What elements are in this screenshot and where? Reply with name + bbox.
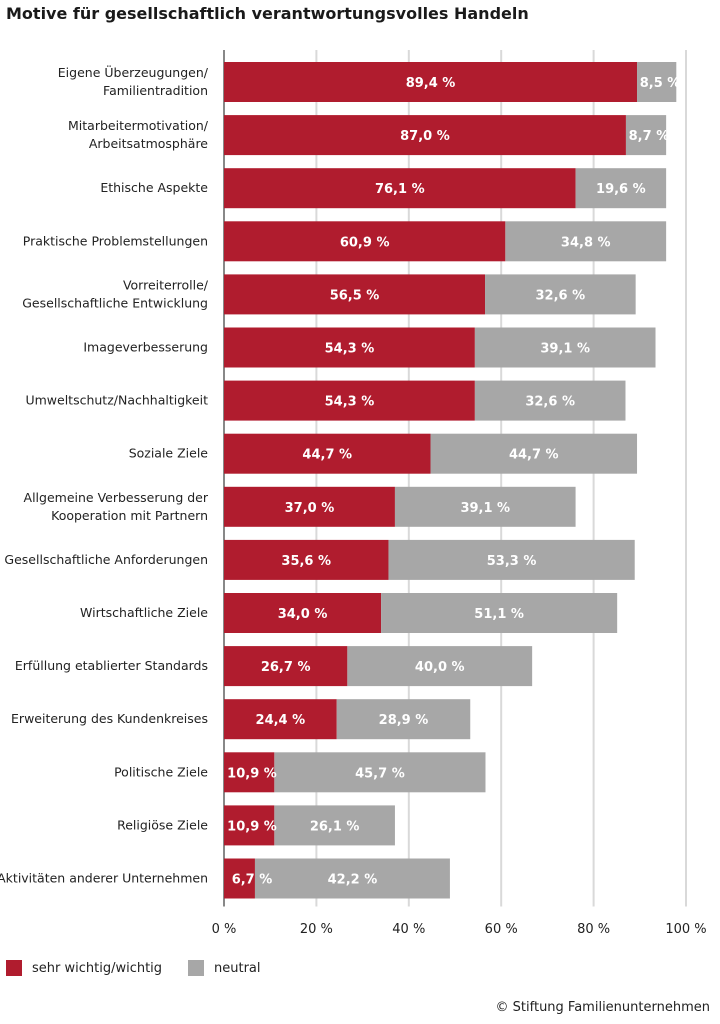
bar-label-important: 10,9 % (227, 766, 277, 781)
bar-label-neutral: 40,0 % (415, 660, 465, 675)
bar-neutral (381, 593, 618, 633)
x-tick-label: 20 % (300, 922, 333, 937)
category-label: Kooperation mit Partnern (51, 508, 208, 523)
x-tick-label: 40 % (392, 922, 425, 937)
x-tick-label: 100 % (665, 922, 706, 937)
category-label: Gesellschaftliche Anforderungen (4, 552, 208, 567)
bar-label-neutral: 34,8 % (561, 235, 611, 250)
bar-label-neutral: 19,6 % (596, 182, 646, 197)
bar-label-important: 89,4 % (406, 76, 456, 91)
bar-neutral (274, 752, 486, 793)
bar-neutral (254, 858, 450, 899)
bar-neutral (274, 805, 395, 846)
bar-label-neutral: 53,3 % (487, 554, 537, 569)
bar-label-neutral: 39,1 % (460, 501, 510, 516)
bar-important (224, 221, 506, 262)
category-label: Gesellschaftliche Entwicklung (22, 295, 208, 310)
bar-important (224, 62, 638, 102)
bar-label-important: 54,3 % (325, 342, 375, 357)
bar-important (224, 858, 255, 899)
category-label: Vorreiterrolle/ (123, 277, 209, 292)
x-tick-label: 80 % (577, 922, 610, 937)
bar-label-important: 34,0 % (278, 607, 328, 622)
bar-label-neutral: 26,1 % (310, 819, 360, 834)
bar-label-important: 24,4 % (256, 713, 306, 728)
bar-neutral (388, 539, 635, 580)
bar-neutral (430, 433, 638, 474)
bar-important (224, 539, 389, 580)
bar-label-neutral: 44,7 % (509, 448, 559, 463)
bar-important (224, 327, 475, 368)
category-label: Religiöse Ziele (117, 817, 208, 832)
bar-neutral (575, 168, 667, 209)
category-label: Politische Ziele (114, 764, 208, 779)
bar-neutral (474, 380, 626, 421)
bar-label-neutral: 42,2 % (328, 873, 378, 888)
category-label: Arbeitsatmosphäre (89, 136, 208, 151)
bar-important (224, 274, 486, 315)
bar-label-neutral: 8,7 % (629, 129, 670, 144)
category-label: Erweiterung des Kundenkreises (11, 711, 208, 726)
bar-label-important: 87,0 % (400, 129, 450, 144)
category-label: Aktivitäten anderer Unternehmen (0, 871, 208, 886)
bar-label-neutral: 32,6 % (536, 288, 586, 303)
category-label: Imageverbesserung (83, 340, 208, 355)
category-label: Familientradition (103, 83, 208, 98)
category-label: Umweltschutz/Nachhaltigkeit (25, 393, 208, 408)
bar-neutral (485, 274, 636, 315)
category-label: Soziale Ziele (129, 446, 209, 461)
bar-neutral (474, 327, 656, 368)
bar-label-important: 56,5 % (330, 288, 380, 303)
bar-label-important: 26,7 % (261, 660, 311, 675)
category-label: Mitarbeitermotivation/ (68, 118, 209, 133)
bar-label-neutral: 32,6 % (525, 395, 575, 410)
legend-swatch-neutral (188, 960, 204, 976)
bar-label-important: 6,7 % (232, 873, 273, 888)
bar-important (224, 380, 475, 421)
bar-label-important: 60,9 % (340, 235, 390, 250)
legend-swatch-important (6, 960, 22, 976)
bar-neutral (505, 221, 667, 262)
chart-title: Motive für gesellschaftlich verantwortun… (6, 4, 529, 23)
legend-label-neutral: neutral (214, 960, 261, 976)
bar-neutral (336, 699, 471, 740)
bar-important (224, 752, 275, 793)
x-tick-label: 60 % (485, 922, 518, 937)
bar-important (224, 433, 431, 474)
bar-important (224, 805, 275, 846)
bar-label-important: 35,6 % (281, 554, 331, 569)
bar-label-important: 76,1 % (375, 182, 425, 197)
bar-neutral (347, 646, 533, 687)
bar-label-neutral: 8,5 % (640, 76, 681, 91)
bar-chart: 0 % 20 % 40 % 60 % 80 % 100 % Eigene Überzeugu… (0, 50, 707, 937)
bar-important (224, 486, 395, 527)
bar-label-neutral: 51,1 % (474, 607, 524, 622)
category-label: Erfüllung etablierter Standards (15, 658, 208, 673)
legend-item-important: sehr wichtig/wichtig (6, 960, 162, 976)
bar-label-neutral: 39,1 % (540, 342, 590, 357)
category-label: Praktische Problemstellungen (23, 233, 208, 248)
bar-neutral (394, 486, 576, 527)
bar-label-important: 54,3 % (325, 395, 375, 410)
category-label: Allgemeine Verbesserung der (24, 490, 209, 505)
bar-label-neutral: 45,7 % (355, 766, 405, 781)
bar-label-neutral: 28,9 % (379, 713, 429, 728)
legend-item-neutral: neutral (188, 960, 261, 976)
bar-important (224, 699, 337, 740)
category-label: Ethische Aspekte (100, 180, 208, 195)
legend-label-important: sehr wichtig/wichtig (32, 960, 163, 976)
bar-label-important: 44,7 % (302, 448, 352, 463)
x-tick-label: 0 % (212, 922, 237, 937)
source-credit: © Stiftung Familienunternehmen (495, 1000, 710, 1015)
category-label: Wirtschaftliche Ziele (80, 605, 208, 620)
bar-label-important: 37,0 % (285, 501, 335, 516)
bar-neutral (637, 62, 677, 102)
bar-neutral (625, 115, 667, 156)
bar-important (224, 168, 576, 209)
category-label: Eigene Überzeugungen/ (58, 64, 209, 80)
bar-important (224, 593, 382, 633)
bar-important (224, 646, 348, 687)
bar-important (224, 115, 626, 156)
bar-label-important: 10,9 % (227, 819, 277, 834)
